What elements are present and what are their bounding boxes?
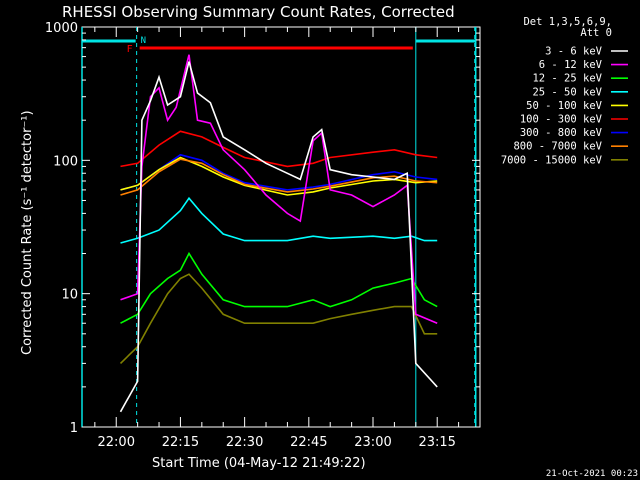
series-line-25-50-kev	[120, 196, 438, 244]
y-axis: 1 10 100 1000	[45, 21, 480, 436]
annotations: NF	[81, 27, 477, 427]
series-layer	[119, 54, 438, 413]
legend-header: Det 1,3,5,6,9,	[523, 16, 612, 28]
y-tick-label: 10	[61, 288, 78, 303]
legend-entry-label: 50 - 100 keV	[526, 100, 603, 112]
x-tick-label: 23:00	[354, 435, 391, 450]
series-line-7000-15000-kev	[119, 273, 438, 364]
legend-entry-label: 25 - 50 keV	[532, 86, 602, 98]
y-tick-label: 100	[53, 154, 78, 169]
series-line-800-7000-kev	[120, 158, 438, 196]
flare-flag-label: F	[127, 44, 133, 55]
x-axis: 22:00 22:15 22:30 22:45 23:00 23:15	[94, 27, 481, 450]
series-line-3-6-kev	[119, 61, 438, 413]
x-tick-label: 22:30	[226, 435, 263, 450]
footer-timestamp: 21-Oct-2021 00:23	[546, 469, 638, 479]
night-flag-label: N	[141, 36, 146, 46]
x-tick-label: 22:15	[162, 435, 199, 450]
legend-header: Att 0	[580, 27, 612, 39]
legend-entry-label: 100 - 300 keV	[520, 114, 603, 126]
series-line-100-300-kev	[120, 130, 438, 168]
legend-entry-label: 3 - 6 keV	[545, 46, 603, 58]
y-tick-label: 1	[70, 421, 78, 436]
chart-title: RHESSI Observing Summary Count Rates, Co…	[62, 3, 455, 21]
x-tick-label: 22:00	[98, 435, 135, 450]
y-tick-label: 1000	[45, 21, 78, 36]
legend-entry-label: 800 - 7000 keV	[513, 141, 602, 153]
legend-entry-label: 12 - 25 keV	[532, 73, 602, 85]
x-axis-label: Start Time (04-May-12 21:49:22)	[152, 456, 366, 471]
y-axis-label: Corrected Count Rate (s⁻¹ detector⁻¹)	[20, 110, 35, 355]
legend-entry-label: 6 - 12 keV	[539, 59, 603, 71]
legend-entry-label: 300 - 800 keV	[520, 127, 603, 139]
series-line-12-25-kev	[120, 251, 438, 324]
series-line-6-12-kev	[120, 54, 438, 324]
x-tick-label: 23:15	[418, 435, 455, 450]
legend-entry-label: 7000 - 15000 keV	[501, 154, 603, 166]
x-tick-label: 22:45	[290, 435, 327, 450]
